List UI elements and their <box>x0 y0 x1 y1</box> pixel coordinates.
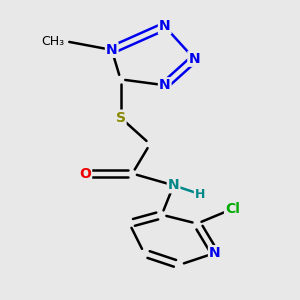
Text: N: N <box>168 178 179 192</box>
Text: CH₃: CH₃ <box>41 34 64 48</box>
Text: N: N <box>209 246 220 260</box>
Text: N: N <box>188 52 200 66</box>
Text: N: N <box>159 19 170 33</box>
Text: S: S <box>116 111 126 124</box>
Text: Cl: Cl <box>225 202 240 216</box>
Text: H: H <box>195 188 205 201</box>
Text: O: O <box>79 167 91 181</box>
Text: N: N <box>106 43 118 57</box>
Text: N: N <box>159 78 170 92</box>
